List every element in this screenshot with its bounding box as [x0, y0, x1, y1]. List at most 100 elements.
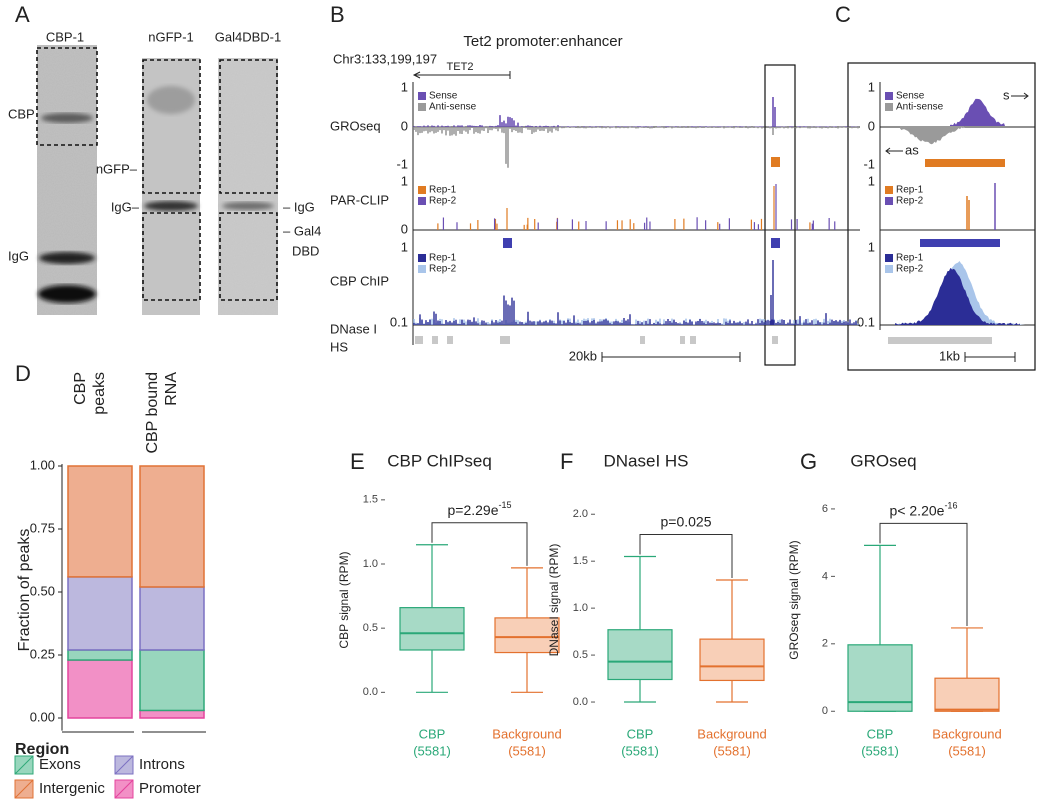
- x-tick-label: CBP bound: [144, 372, 161, 454]
- signal-trace: [895, 267, 1020, 325]
- chart-title: CBP ChIPseq: [387, 451, 492, 470]
- track-label: HS: [330, 339, 348, 354]
- p-value-exponent: -15: [498, 500, 511, 510]
- peak-call: [920, 239, 1000, 247]
- y-tick-label: 0.00: [30, 709, 55, 724]
- lane-label: nGFP-1: [148, 29, 194, 44]
- legend-swatch-diagonal: [114, 755, 134, 775]
- strand-label: as: [905, 142, 919, 157]
- signal-trace: [950, 98, 1005, 126]
- dnase-peak: [640, 336, 645, 344]
- dnase-peak: [690, 336, 696, 344]
- y-tick-label: 0.0: [363, 686, 378, 698]
- dnase-peak: [432, 336, 438, 344]
- legend-label: Anti-sense: [896, 102, 944, 113]
- y-tick-label: 0.0: [573, 696, 588, 708]
- p-value-text: p< 2.20e: [890, 502, 945, 518]
- band-label: – Gal4: [283, 223, 321, 238]
- signal-trace: [413, 260, 859, 325]
- y-tick-label: 0.5: [363, 622, 378, 634]
- x-tick-label: CBP: [72, 372, 89, 405]
- band-label: nGFP–: [96, 161, 138, 176]
- track-label: PAR-CLIP: [330, 192, 389, 207]
- box: [494, 617, 560, 654]
- legend-swatch: [885, 103, 893, 111]
- legend-label: Anti-sense: [429, 102, 477, 113]
- box: [847, 644, 913, 712]
- dnase-peak: [772, 336, 778, 344]
- panel-frame: [847, 62, 1036, 371]
- x-tick-label: CBP: [419, 726, 446, 741]
- signal-trace: [437, 186, 811, 230]
- bar-segment: [139, 709, 205, 719]
- y-tick-label: 4: [822, 570, 828, 582]
- track-axis-label: -1: [396, 156, 408, 171]
- legend-swatch: [885, 254, 893, 262]
- box: [399, 607, 465, 651]
- x-tick-label: (5581): [508, 743, 546, 758]
- y-axis-label: Fraction of peaks: [16, 529, 33, 652]
- y-tick-label: 1.0: [573, 602, 588, 614]
- legend-label: Rep-2: [896, 264, 924, 275]
- panel-title: Tet2 promoter:enhancer: [463, 33, 622, 50]
- y-tick-label: 0.50: [30, 583, 55, 598]
- signal-trace: [413, 127, 859, 168]
- legend-label: Rep-1: [429, 185, 457, 196]
- scale-label: 20kb: [569, 348, 597, 363]
- y-axis-label: CBP signal (RPM): [337, 551, 351, 648]
- panel-letter: B: [330, 2, 345, 27]
- legend-label: Rep-2: [429, 196, 457, 207]
- y-tick-label: 1.5: [573, 555, 588, 567]
- x-tick-label: Background: [932, 726, 1001, 741]
- highlight-box: [764, 64, 796, 366]
- strand-label: s: [1003, 87, 1010, 102]
- legend-label: Rep-1: [896, 253, 924, 264]
- peak-call: [925, 159, 1005, 167]
- bar-segment: [67, 465, 133, 578]
- legend-swatch: [418, 92, 426, 100]
- legend-swatch: [418, 254, 426, 262]
- legend-label: Promoter: [139, 780, 201, 797]
- x-tick-label: (5581): [413, 743, 451, 758]
- legend-swatch: [885, 186, 893, 194]
- track-axis-label: 1: [868, 239, 875, 254]
- legend-label: Rep-2: [896, 196, 924, 207]
- x-tick-label: CBP: [627, 726, 654, 741]
- significance-bracket: [879, 522, 968, 626]
- legend-label: Rep-2: [429, 264, 457, 275]
- y-tick-label: 0.25: [30, 646, 55, 661]
- dnase-peak: [415, 336, 423, 344]
- x-tick-label: Background: [697, 726, 766, 741]
- track-label: GROseq: [330, 118, 381, 133]
- y-tick-label: 2.0: [573, 508, 588, 520]
- panel-letter: C: [835, 2, 851, 27]
- box: [934, 677, 1000, 712]
- bar-segment: [139, 649, 205, 712]
- strand-arrow: [885, 147, 903, 155]
- x-tick-label: (5581): [861, 743, 899, 758]
- track-axis-label: 1: [868, 173, 875, 188]
- y-tick-label: 1.5: [363, 494, 378, 506]
- signal-trace: [442, 184, 836, 230]
- peak-call: [771, 238, 780, 248]
- legend-swatch-diagonal: [114, 779, 134, 799]
- x-tick-label: peaks: [91, 372, 108, 415]
- legend-swatch-diagonal: [14, 779, 34, 799]
- y-tick-label: 0: [822, 705, 828, 717]
- x-tick-label: RNA: [163, 372, 180, 406]
- legend-swatch: [885, 92, 893, 100]
- box: [607, 629, 673, 681]
- dnase-peak: [888, 337, 992, 344]
- legend-swatch: [418, 186, 426, 194]
- legend-title: Region: [15, 741, 69, 758]
- legend-swatch: [418, 265, 426, 273]
- legend-label: Sense: [896, 91, 925, 102]
- p-value-exponent: -16: [944, 501, 957, 511]
- legend-swatch: [885, 265, 893, 273]
- bar-segment: [67, 649, 133, 661]
- y-tick-label: 0.5: [573, 649, 588, 661]
- peak-call: [771, 157, 780, 167]
- track-axis-label: 0: [401, 118, 408, 133]
- x-tick-label: Background: [492, 726, 561, 741]
